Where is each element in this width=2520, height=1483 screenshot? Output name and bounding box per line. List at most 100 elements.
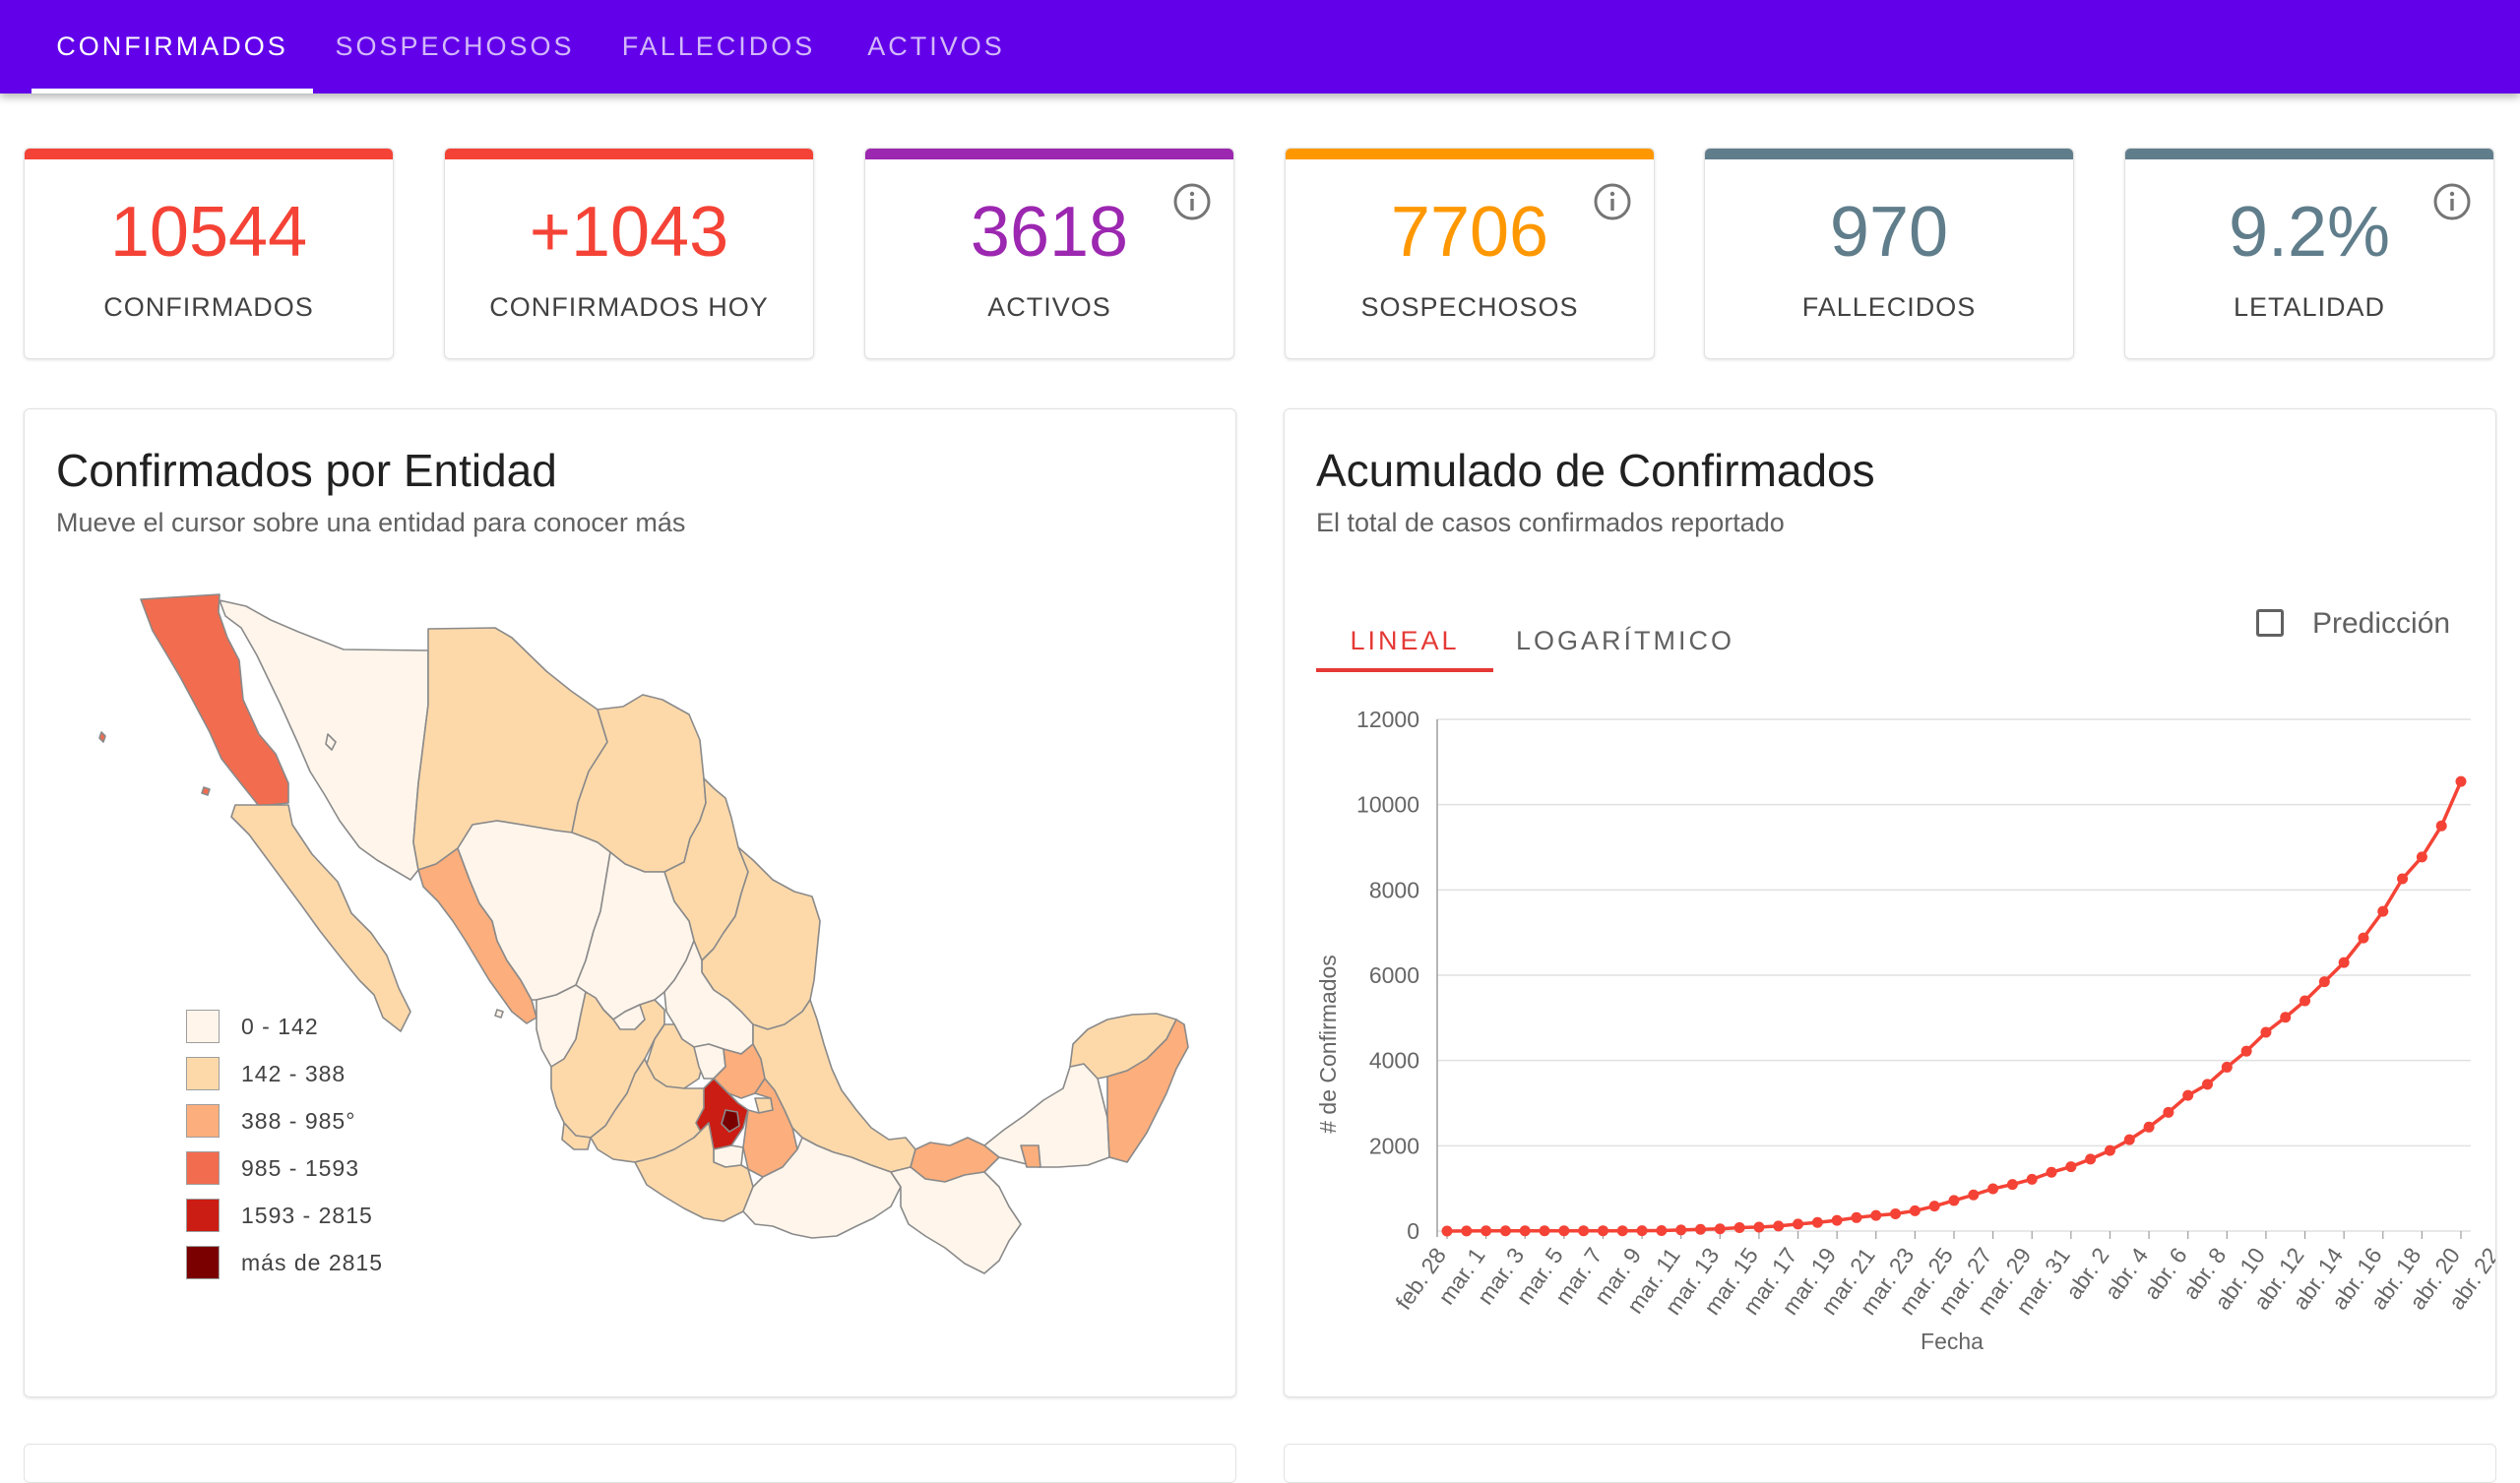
data-point[interactable] — [2358, 932, 2369, 944]
chart-tab-lineal[interactable]: LINEAL — [1350, 626, 1460, 655]
legend-swatch — [186, 1057, 220, 1090]
stat-card-accent-bar — [2125, 149, 2493, 159]
data-point[interactable] — [2085, 1153, 2097, 1165]
state-colima[interactable] — [561, 1122, 592, 1150]
data-point[interactable] — [1890, 1207, 1902, 1219]
data-point[interactable] — [2123, 1134, 2135, 1145]
data-point[interactable] — [2397, 873, 2409, 885]
data-point[interactable] — [1675, 1224, 1687, 1236]
prediction-label[interactable]: Predicción — [2312, 607, 2451, 640]
state-campeche[interactable] — [983, 1063, 1110, 1168]
island-marias — [494, 1009, 504, 1019]
data-point[interactable] — [1578, 1225, 1590, 1237]
data-point[interactable] — [1851, 1211, 1862, 1223]
state-chiapas[interactable] — [890, 1166, 1022, 1274]
stat-card-letalidad: 9.2% LETALIDAD — [2124, 148, 2494, 359]
data-point[interactable] — [1831, 1214, 1843, 1226]
data-point[interactable] — [1811, 1216, 1823, 1228]
data-point[interactable] — [1695, 1223, 1706, 1235]
data-point[interactable] — [2240, 1045, 2252, 1057]
state-sonora[interactable] — [219, 599, 429, 881]
data-point[interactable] — [2182, 1089, 2194, 1101]
data-point[interactable] — [1793, 1218, 1804, 1230]
data-point[interactable] — [2318, 976, 2330, 988]
data-point[interactable] — [2416, 851, 2427, 863]
data-point[interactable] — [1441, 1225, 1453, 1237]
active-tab-indicator — [32, 89, 313, 93]
data-point[interactable] — [1597, 1225, 1608, 1237]
data-point[interactable] — [2006, 1179, 2018, 1191]
stat-card-accent-bar — [1286, 149, 1654, 159]
data-point[interactable] — [2202, 1079, 2213, 1090]
tab-confirmados[interactable]: CONFIRMADOS — [56, 31, 288, 61]
stat-value-letalidad: 9.2% — [2228, 193, 2391, 272]
data-point[interactable] — [1870, 1209, 1882, 1221]
data-point[interactable] — [1987, 1183, 1999, 1195]
state-baja-california[interactable] — [140, 593, 289, 807]
data-point[interactable] — [2046, 1166, 2057, 1178]
info-icon[interactable] — [1593, 182, 1632, 221]
legend-swatch — [186, 1199, 220, 1232]
data-point[interactable] — [1558, 1225, 1570, 1237]
data-point[interactable] — [2026, 1173, 2038, 1185]
data-point[interactable] — [2260, 1026, 2272, 1038]
data-point[interactable] — [2280, 1012, 2292, 1023]
legend-label: más de 2815 — [241, 1250, 383, 1275]
data-point[interactable] — [1636, 1225, 1648, 1237]
data-point[interactable] — [1714, 1223, 1726, 1235]
legend-label: 142 - 388 — [241, 1061, 346, 1086]
data-point[interactable] — [1773, 1220, 1785, 1232]
stat-value-activos: 3618 — [970, 193, 1129, 272]
stat-value-fallecidos: 970 — [1829, 193, 1949, 272]
data-point[interactable] — [1461, 1225, 1473, 1237]
data-point[interactable] — [1480, 1225, 1492, 1237]
info-icon[interactable] — [1172, 182, 1212, 221]
y-tick-label: 0 — [1407, 1218, 1419, 1244]
tab-sospechosos[interactable]: SOSPECHOSOS — [335, 31, 575, 61]
info-icon[interactable] — [2432, 182, 2472, 221]
state-campeche-south[interactable] — [1020, 1144, 1041, 1168]
data-point[interactable] — [1928, 1201, 1940, 1212]
stat-card-confirmados-hoy: +1043 CONFIRMADOS HOY — [444, 148, 814, 359]
data-point[interactable] — [2377, 905, 2389, 917]
data-point[interactable] — [1733, 1221, 1745, 1233]
data-point[interactable] — [1519, 1225, 1531, 1237]
legend-swatch — [186, 1104, 220, 1138]
state-guerrero[interactable] — [634, 1122, 754, 1222]
stat-card-accent-bar — [1705, 149, 2073, 159]
state-quintana-roo[interactable] — [1106, 1019, 1189, 1163]
legend-swatch — [186, 1010, 220, 1043]
y-tick-label: 2000 — [1369, 1133, 1419, 1158]
data-point[interactable] — [2143, 1121, 2155, 1133]
state-hidalgo[interactable] — [713, 1043, 766, 1099]
data-point[interactable] — [1499, 1225, 1511, 1237]
data-point[interactable] — [2455, 775, 2467, 787]
data-point[interactable] — [1539, 1225, 1550, 1237]
state-baja-california-sur[interactable] — [230, 804, 411, 1032]
data-point[interactable] — [1909, 1205, 1921, 1216]
data-point[interactable] — [2163, 1106, 2174, 1118]
data-point[interactable] — [2065, 1161, 2077, 1173]
data-point[interactable] — [1616, 1225, 1628, 1237]
data-point[interactable] — [1948, 1195, 1960, 1206]
chart-tab-logaritmico[interactable]: LOGARÍTMICO — [1515, 626, 1734, 655]
data-point[interactable] — [1753, 1221, 1765, 1233]
state-aguascalientes[interactable] — [612, 1004, 646, 1030]
data-point[interactable] — [1968, 1189, 1980, 1201]
tab-activos[interactable]: ACTIVOS — [867, 31, 1005, 61]
stat-label-activos: ACTIVOS — [987, 292, 1111, 322]
stat-card-accent-bar — [865, 149, 1233, 159]
next-card-left — [24, 1444, 1236, 1483]
tab-fallecidos[interactable]: FALLECIDOS — [621, 31, 816, 61]
state-ciudad-de-mexico[interactable] — [721, 1109, 740, 1133]
chart-card-title: Acumulado de Confirmados — [1316, 445, 1875, 496]
prediction-checkbox[interactable] — [2256, 609, 2284, 637]
data-point[interactable] — [2338, 957, 2350, 968]
data-point[interactable] — [2435, 820, 2447, 832]
data-point[interactable] — [1656, 1224, 1668, 1236]
data-point[interactable] — [2104, 1144, 2115, 1156]
map-card-subtitle: Mueve el cursor sobre una entidad para c… — [56, 508, 686, 537]
data-point[interactable] — [2221, 1061, 2233, 1073]
data-point[interactable] — [2300, 995, 2311, 1007]
